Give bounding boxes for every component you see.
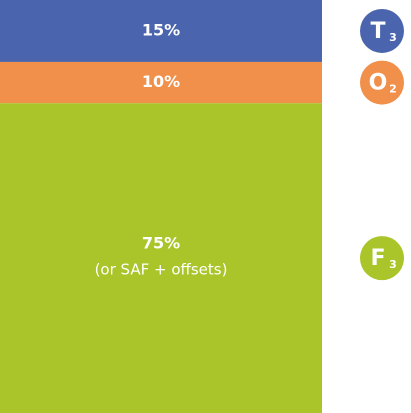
badge-circle xyxy=(360,236,404,281)
data-label: 15% xyxy=(142,20,180,39)
bar-segment xyxy=(0,103,322,413)
badge-subscript: 3 xyxy=(389,31,397,44)
data-label: 10% xyxy=(142,72,180,91)
badge-circle xyxy=(360,8,404,53)
data-label: 75% xyxy=(142,234,180,253)
badge-subscript: 2 xyxy=(389,83,397,96)
badge-letter: T xyxy=(370,19,385,44)
badge-letter: F xyxy=(370,246,385,271)
segment-note: (or SAF + offsets) xyxy=(95,261,228,279)
bar-segment xyxy=(0,61,322,104)
bar-segment xyxy=(0,0,322,62)
badge-letter: O xyxy=(369,71,388,96)
badge-circle xyxy=(360,60,404,105)
badge-subscript: 3 xyxy=(389,258,397,271)
